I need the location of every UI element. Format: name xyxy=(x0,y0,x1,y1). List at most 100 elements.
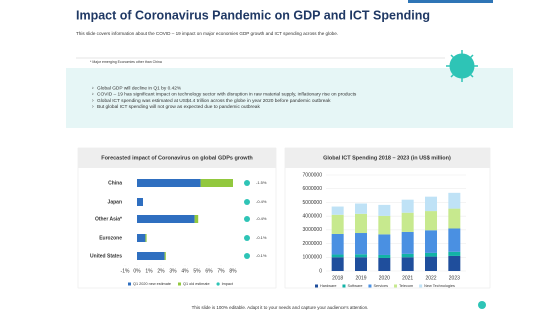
legend-swatch xyxy=(178,282,181,286)
bar xyxy=(137,215,195,223)
impact-label: -0.1% xyxy=(256,235,267,240)
impact-label: -0.4% xyxy=(256,199,267,204)
x-tick-label: 0% xyxy=(133,268,141,274)
chart-title: Forecasted impact of Coronavirus on glob… xyxy=(101,155,253,161)
y-tick-label: 6000000 xyxy=(303,186,323,192)
bar xyxy=(448,208,461,229)
bar xyxy=(137,179,201,187)
legend-swatch xyxy=(368,284,372,288)
x-tick-label: 2023 xyxy=(449,275,460,281)
bar xyxy=(331,254,344,258)
bar xyxy=(331,233,344,255)
bar xyxy=(401,199,414,213)
x-tick-label: 2019 xyxy=(355,275,366,281)
bar xyxy=(331,257,344,271)
bar xyxy=(200,179,233,187)
impact-label: -0.1% xyxy=(256,253,267,258)
impact-dot xyxy=(244,180,250,186)
legend-label: Telecom xyxy=(399,284,413,288)
panel-header xyxy=(285,148,490,168)
bar xyxy=(378,234,391,255)
y-tick-label: 3000000 xyxy=(303,227,323,233)
y-tick-label: 2000000 xyxy=(303,241,323,247)
bar xyxy=(448,192,461,209)
chart-title: Global ICT Spending 2018 – 2023 (in US$ … xyxy=(323,155,451,161)
bar xyxy=(378,254,391,258)
bar xyxy=(425,230,437,253)
x-tick-label: 2020 xyxy=(379,275,390,281)
y-tick-label: 1000000 xyxy=(303,255,323,261)
impact-dot xyxy=(244,253,250,259)
bullet-marker: › xyxy=(92,104,94,110)
panel-header xyxy=(78,148,276,168)
legend-swatch xyxy=(216,282,220,286)
x-tick-label: -1% xyxy=(121,268,130,274)
x-tick-label: 6% xyxy=(205,268,213,274)
bar xyxy=(355,213,367,234)
subtitle: This slide covers information about the … xyxy=(76,31,338,36)
bar xyxy=(145,234,147,242)
footer-icon xyxy=(478,301,486,309)
bar xyxy=(137,252,165,260)
y-tick-label: China xyxy=(108,180,122,186)
x-tick-label: 2022 xyxy=(425,275,436,281)
y-tick-label: Other Asia* xyxy=(95,216,122,222)
bullet-marker: › xyxy=(92,92,94,98)
bar xyxy=(331,206,344,215)
legend-swatch xyxy=(419,284,423,288)
legend-label: Services xyxy=(373,284,388,288)
bar xyxy=(425,256,437,271)
bar xyxy=(355,203,367,214)
bar xyxy=(401,212,414,232)
bar xyxy=(331,214,344,234)
legend-label: Hardware xyxy=(320,284,336,288)
bullet: Global ICT spending was estimated at US$… xyxy=(97,98,331,104)
bullet-box xyxy=(66,68,513,128)
bar xyxy=(137,198,143,206)
note: * Major emerging Economies other than Ch… xyxy=(90,60,162,64)
bar xyxy=(164,252,166,260)
impact-dot xyxy=(244,235,250,241)
legend-label: Q1 2020 new estimate xyxy=(133,282,171,286)
legend-label: New Technologies xyxy=(424,284,455,288)
footer: This slide is 100% editable. Adapt it to… xyxy=(192,305,369,310)
bar xyxy=(401,231,414,254)
bullet-marker: › xyxy=(92,98,94,104)
x-tick-label: 3% xyxy=(169,268,177,274)
bar xyxy=(425,196,437,212)
bar xyxy=(401,253,414,258)
virus-icon xyxy=(446,50,478,82)
bar xyxy=(355,233,367,255)
impact-dot xyxy=(244,216,250,222)
x-tick-label: 1% xyxy=(145,268,153,274)
x-tick-label: 5% xyxy=(193,268,201,274)
legend-swatch xyxy=(315,284,318,288)
accent-bar xyxy=(408,0,493,3)
bar xyxy=(194,215,199,223)
legend-swatch xyxy=(394,284,398,288)
bar xyxy=(378,204,391,216)
bar xyxy=(378,257,391,271)
impact-label: -1.5% xyxy=(256,180,267,185)
bullet: COVID – 19 has significant impact on tec… xyxy=(97,92,357,98)
bar xyxy=(137,234,146,242)
bar xyxy=(355,254,367,258)
x-tick-label: 4% xyxy=(181,268,189,274)
legend-swatch xyxy=(342,284,346,288)
legend-swatch xyxy=(128,282,131,286)
y-tick-label: 5000000 xyxy=(303,200,323,206)
x-tick-label: 8% xyxy=(229,268,237,274)
bar xyxy=(378,215,391,235)
bar xyxy=(448,255,461,271)
x-tick-label: 7% xyxy=(217,268,225,274)
x-tick-label: 2021 xyxy=(402,275,413,281)
legend-label: Q1 old estimate xyxy=(183,282,210,286)
y-tick-label: 4000000 xyxy=(303,213,323,219)
y-tick-label: 0 xyxy=(319,268,322,274)
bar xyxy=(401,257,414,271)
bullet: But global ICT spending will not grow as… xyxy=(97,104,260,110)
bar xyxy=(448,251,461,256)
impact-label: -0.4% xyxy=(256,216,267,221)
